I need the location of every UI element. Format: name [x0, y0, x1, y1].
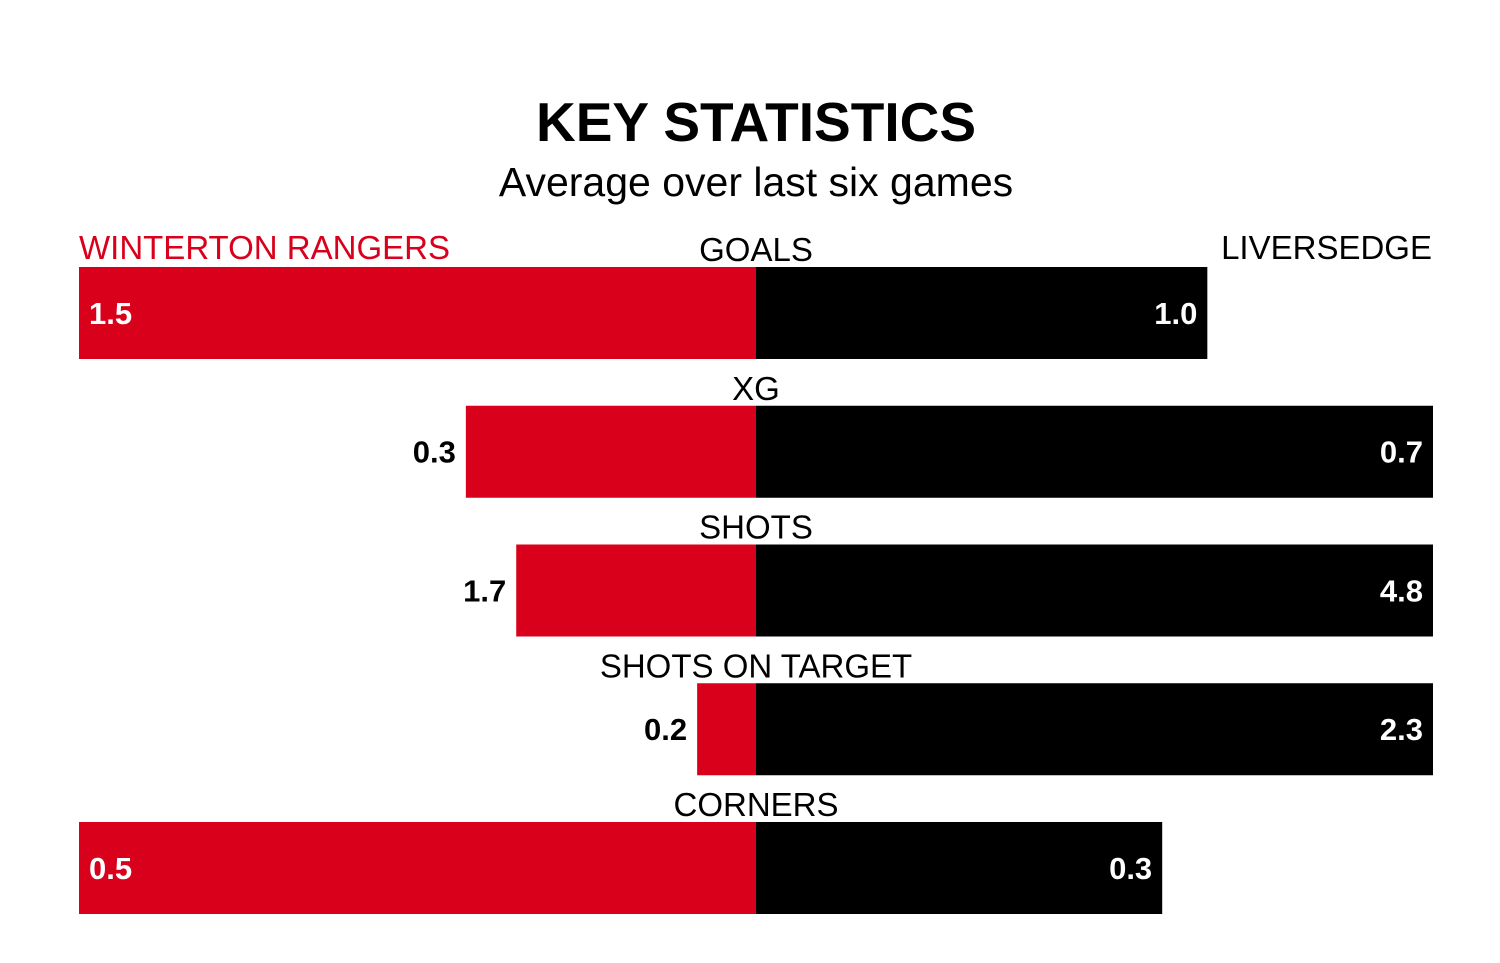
category-label: SHOTS	[699, 509, 813, 546]
value-label-right: 4.8	[1380, 573, 1423, 608]
legend-team-right: LIVERSEDGE	[1221, 229, 1432, 266]
bar-right	[756, 822, 1163, 914]
bar-right	[756, 544, 1433, 637]
bar-left	[697, 683, 756, 776]
stat-row: SHOTS ON TARGET 0.2 2.3	[600, 647, 1433, 776]
value-label-left: 1.5	[89, 296, 132, 331]
bar-right	[756, 405, 1433, 498]
category-label: GOALS	[699, 231, 813, 268]
category-label: SHOTS ON TARGET	[600, 647, 912, 684]
value-label-right: 0.3	[1109, 851, 1152, 886]
value-label-left: 1.7	[463, 573, 506, 608]
legend-team-left: WINTERTON RANGERS	[79, 229, 450, 266]
value-label-right: 1.0	[1154, 296, 1197, 331]
bar-left	[465, 405, 756, 498]
bar-left	[79, 267, 756, 359]
stat-row: GOALS 1.5 1.0	[79, 231, 1208, 359]
value-label-left: 0.3	[413, 435, 456, 470]
bar-left	[79, 822, 756, 914]
value-label-left: 0.5	[89, 851, 132, 886]
stat-row: XG 0.3 0.7	[413, 370, 1433, 498]
value-label-right: 0.7	[1380, 435, 1423, 470]
stat-row: SHOTS 1.7 4.8	[463, 509, 1433, 637]
bar-right	[756, 267, 1208, 359]
chart-title: KEY STATISTICS	[535, 91, 977, 153]
bar-right	[756, 683, 1433, 776]
bar-left	[516, 544, 756, 637]
value-label-left: 0.2	[644, 712, 687, 747]
category-label: XG	[732, 370, 780, 407]
category-label: CORNERS	[673, 786, 838, 823]
stat-row: CORNERS 0.5 0.3	[79, 786, 1163, 914]
value-label-right: 2.3	[1380, 712, 1423, 747]
chart-subtitle: Average over last six games	[498, 159, 1014, 205]
